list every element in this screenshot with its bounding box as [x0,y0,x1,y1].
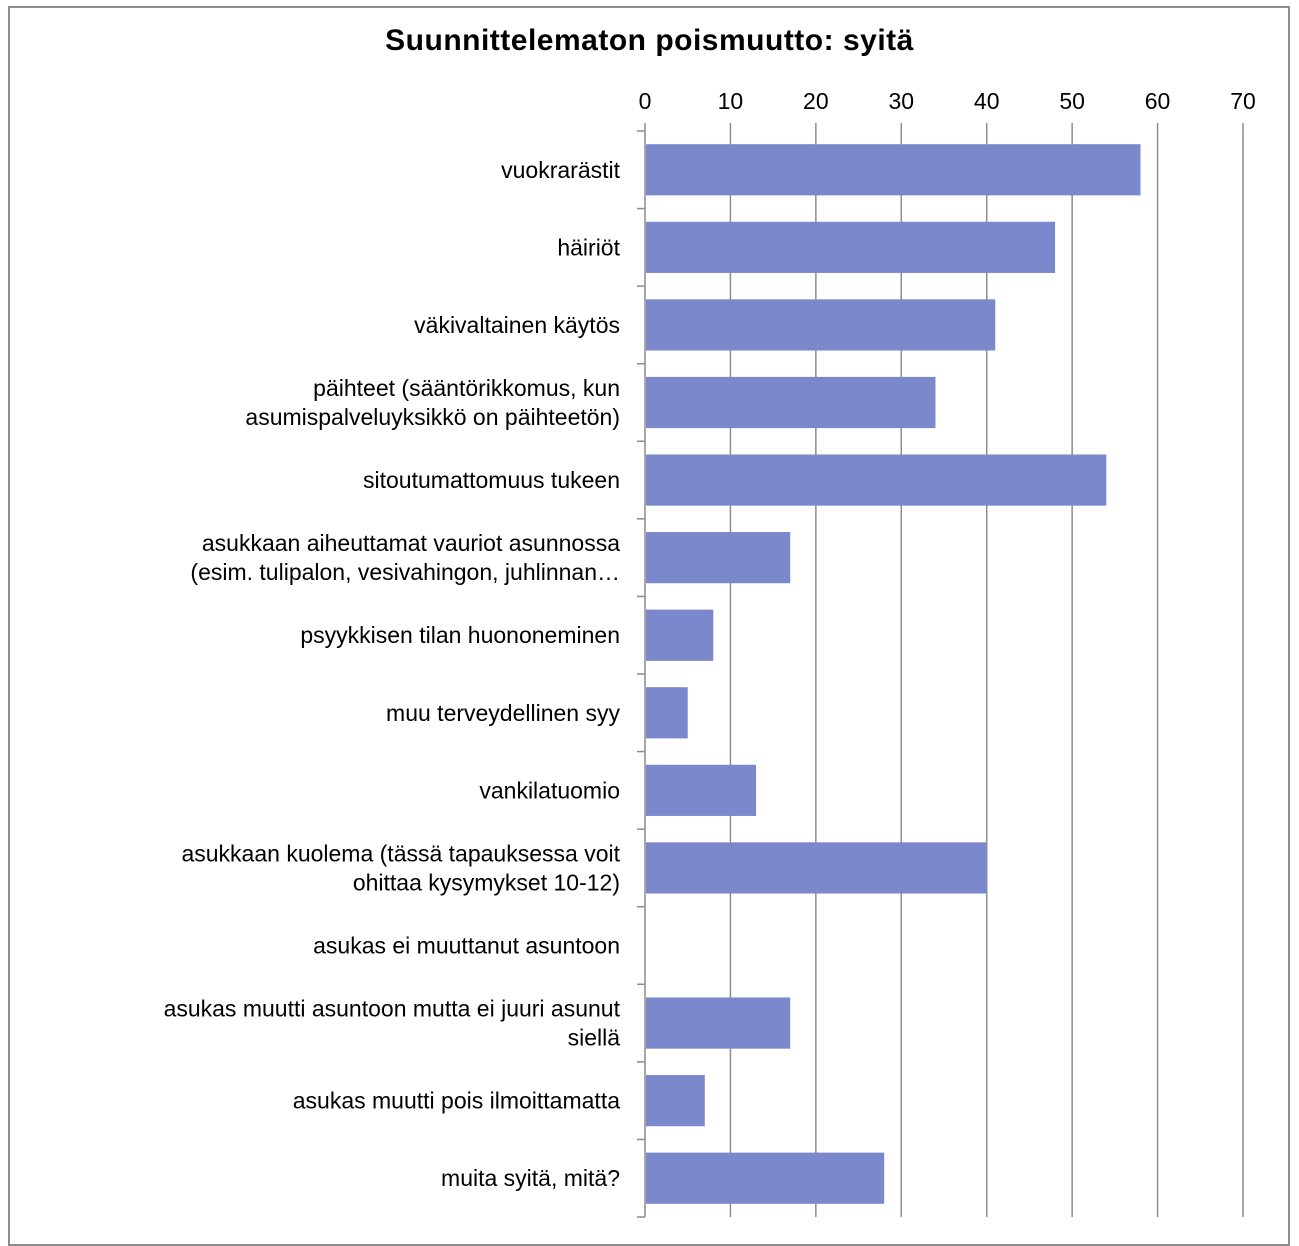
x-tick-label: 40 [974,88,1000,114]
category-label: asukas muutti pois ilmoittamatta [293,1088,620,1114]
category-label: asukkaan kuolema (tässä tapauksessa voit [181,840,620,866]
bar [646,299,996,351]
category-label: asumispalveluyksikkö on päihteetön) [245,404,620,430]
x-tick-label: 30 [888,88,914,114]
category-label: häiriöt [557,234,620,260]
category-label: muu terveydellinen syy [386,700,620,726]
bar [646,1075,705,1127]
x-tick-label: 10 [718,88,744,114]
bar [646,609,714,661]
category-label: päihteet (sääntörikkomus, kun [313,375,620,401]
x-tick-label: 50 [1059,88,1085,114]
bar [646,376,936,429]
bar [646,842,987,894]
category-label: (esim. tulipalon, vesivahingon, juhlinna… [190,559,620,585]
bar [646,221,1056,273]
category-label: asukas ei muuttanut asuntoon [313,933,620,959]
category-label: asukas muutti asuntoon mutta ei juuri as… [164,996,621,1022]
category-label: siellä [568,1025,621,1051]
bar [646,764,757,816]
category-label: sitoutumattomuus tukeen [363,467,620,493]
bar [646,997,791,1049]
category-label: psyykkisen tilan huononeminen [300,622,620,648]
category-label: vuokrarästit [501,157,620,183]
x-tick-label: 0 [639,88,652,114]
bar [646,454,1107,506]
category-label: muita syitä, mitä? [441,1165,620,1191]
category-label: asukkaan aiheuttamat vauriot asunnossa [202,530,620,556]
bar [646,687,688,739]
category-label: vankilatuomio [479,777,620,803]
bar [646,532,791,584]
chart-title: Suunnittelematon poismuutto: syitä [385,24,914,57]
bar [646,1152,885,1204]
x-tick-label: 70 [1230,88,1256,114]
category-label: väkivaltainen käytös [414,312,620,338]
x-tick-label: 20 [803,88,829,114]
bar [646,144,1141,196]
x-tick-label: 60 [1145,88,1171,114]
category-label: ohittaa kysymykset 10-12) [353,869,620,895]
